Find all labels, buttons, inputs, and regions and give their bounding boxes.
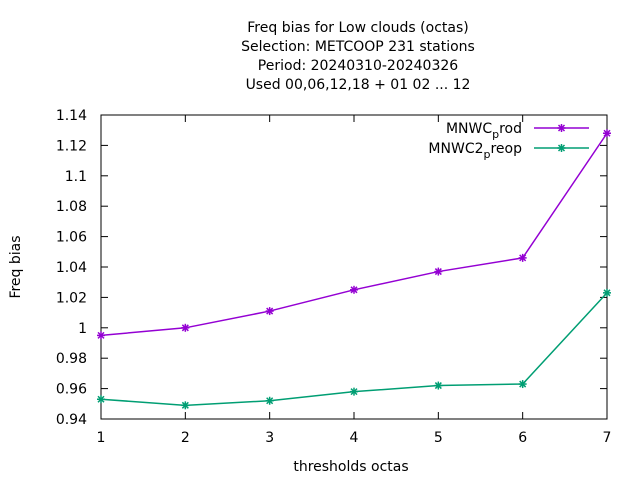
data-point-mnwc-prod — [434, 267, 443, 276]
chart-title: Freq bias for Low clouds (octas) Selecti… — [241, 20, 475, 93]
y-tick-label: 1.06 — [56, 230, 87, 246]
y-tick-label: 1.04 — [56, 260, 87, 276]
x-tick-label: 1 — [97, 430, 106, 446]
legend: MNWCprod MNWC2preop — [428, 121, 589, 161]
data-point-mnwc-prod — [603, 129, 611, 138]
plot-border — [100, 114, 608, 420]
x-tick-label: 6 — [518, 430, 527, 446]
data-point-mnwc2-preop — [350, 387, 358, 396]
x-tick-label: 2 — [181, 430, 190, 446]
legend-marker-mnwc-prod — [557, 124, 566, 132]
data-point-mnwc2-preop — [518, 380, 527, 389]
title-line-4: Used 00,06,12,18 + 01 02 ... 12 — [246, 77, 471, 93]
data-point-mnwc-prod — [97, 331, 105, 340]
x-tick-label: 4 — [350, 430, 359, 446]
title-line-1: Freq bias for Low clouds (octas) — [247, 20, 468, 36]
x-tick-label: 5 — [434, 430, 443, 446]
data-point-mnwc2-preop — [265, 396, 274, 405]
y-axis-label: Freq bias — [8, 235, 24, 298]
title-line-2: Selection: METCOOP 231 stations — [241, 39, 475, 55]
data-point-mnwc-prod — [265, 307, 274, 316]
data-point-mnwc-prod — [518, 253, 527, 262]
series-layer — [97, 129, 611, 410]
legend-marker-mnwc2-preop — [557, 144, 566, 152]
y-tick-label: 1.08 — [56, 199, 87, 215]
x-axis-ticks: 1 2 3 4 5 6 7 — [97, 115, 612, 446]
x-tick-label: 3 — [265, 430, 274, 446]
y-axis-ticks: 0.94 0.96 0.98 1 1.02 1.04 1.06 1.08 1.1 1.12 1.14 — [56, 108, 607, 428]
legend-label-mnwc2-preop: MNWC2preop — [428, 141, 522, 161]
data-point-mnwc2-preop — [97, 395, 105, 404]
y-tick-label: 0.98 — [56, 351, 87, 367]
data-point-mnwc-prod — [181, 323, 190, 332]
y-tick-label: 1.12 — [56, 138, 87, 154]
y-tick-label: 1 — [78, 321, 87, 337]
title-line-3: Period: 20240310-20240326 — [258, 58, 458, 74]
data-point-mnwc2-preop — [434, 381, 443, 390]
y-tick-label: 0.96 — [56, 382, 87, 398]
series-line-mnwc-prod — [100, 132, 608, 337]
y-tick-label: 1.14 — [56, 108, 87, 124]
data-point-mnwc-prod — [350, 285, 358, 294]
x-axis-label: thresholds octas — [293, 459, 408, 475]
x-tick-label: 7 — [603, 430, 612, 446]
y-tick-label: 1.1 — [65, 169, 87, 185]
data-point-mnwc2-preop — [181, 401, 190, 410]
y-tick-label: 0.94 — [56, 412, 87, 428]
legend-label-mnwc-prod: MNWCprod — [446, 121, 522, 141]
y-tick-label: 1.02 — [56, 290, 87, 306]
data-point-mnwc2-preop — [603, 288, 611, 297]
